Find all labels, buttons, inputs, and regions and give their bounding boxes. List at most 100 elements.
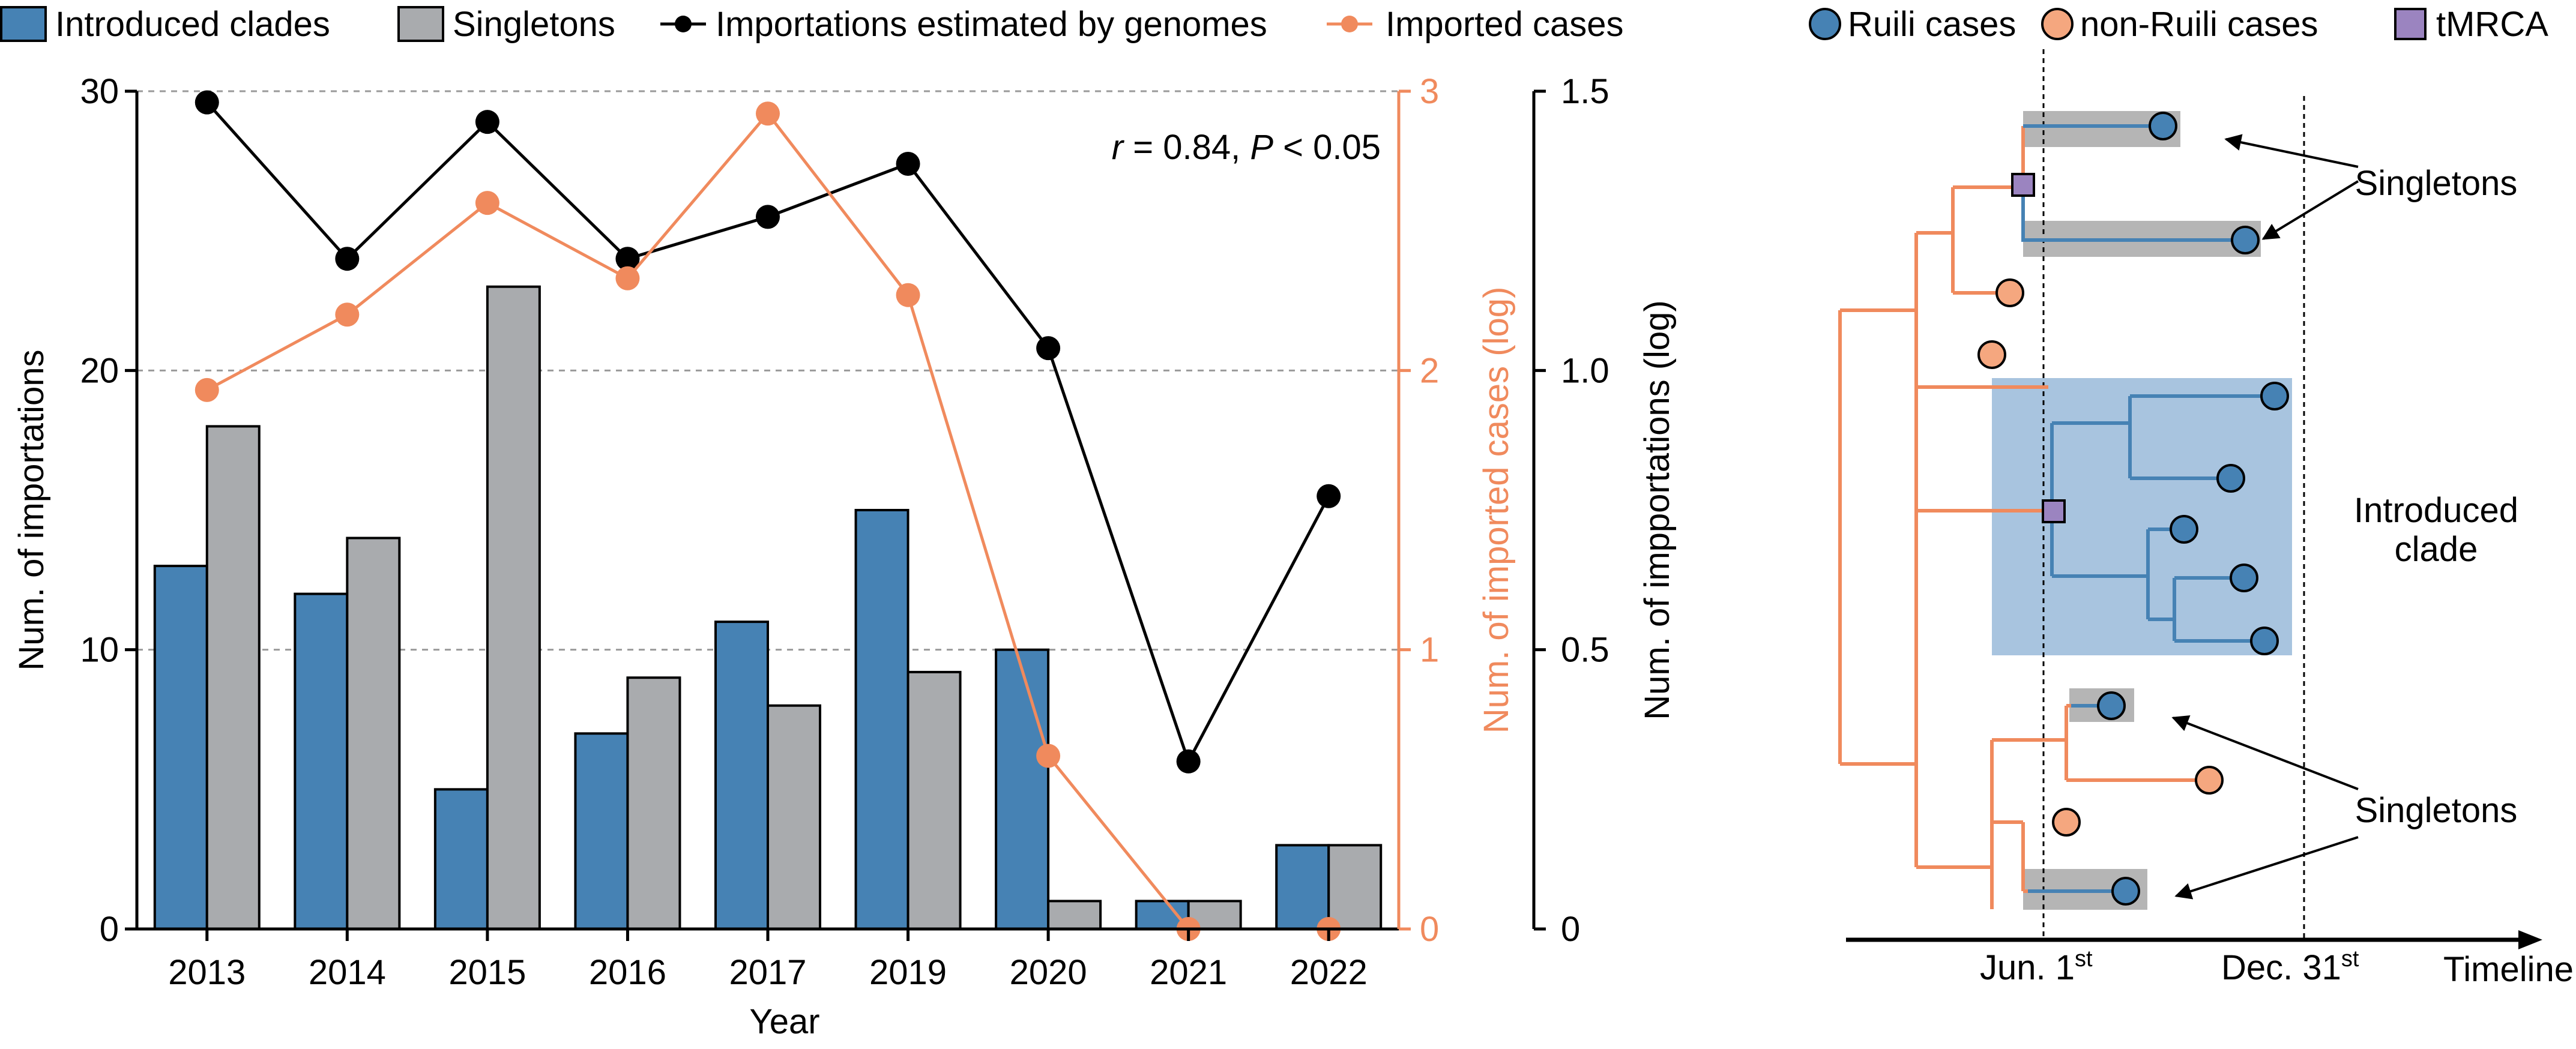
dec-31-main: Dec. 31 [2221, 948, 2341, 987]
left-tick-label: 20 [80, 351, 119, 390]
x-tick-label-2019: 2019 [869, 953, 947, 992]
jun-1-sup: st [2075, 946, 2093, 972]
annotation-part: r [1112, 128, 1125, 167]
right1-tick-label: 3 [1420, 72, 1439, 111]
tmrca-square [2042, 499, 2066, 523]
x-tick-label-2021: 2021 [1150, 953, 1227, 992]
timeline-arrowhead [2518, 930, 2542, 949]
ruili-case-tip [2149, 112, 2177, 140]
introduced-clade-label-line2: clade [2395, 530, 2478, 569]
right2-tick-label: 0 [1561, 910, 1580, 949]
correlation-annotation: r = 0.84, P < 0.05 [1112, 128, 1381, 167]
singletons-bar-2020 [1047, 900, 1102, 931]
imported-cases-point-2014 [335, 302, 360, 327]
chart-legend: Introduced clades Singletons Importations … [0, 5, 1624, 44]
importations-estimated-point-2014 [335, 247, 360, 271]
legend-label-tmrca: tMRCA [2436, 5, 2548, 44]
right1-tick-label: 0 [1420, 910, 1439, 949]
dec-31-sup: st [2341, 946, 2359, 972]
singletons-bar-2019 [906, 670, 962, 930]
ruili-case-tip [2216, 464, 2245, 493]
importations-estimated-point-2019 [896, 151, 920, 176]
diagram-legend: Ruili cases non-Ruili cases tMRCA [1809, 5, 2548, 44]
annotation-arrow [2174, 836, 2359, 900]
left-tick-label: 0 [100, 910, 119, 949]
imported-cases-point-2015 [475, 191, 499, 215]
right2-tick-label: 0.5 [1561, 631, 1609, 670]
singletons-bar-2013 [205, 425, 261, 930]
dec-31-label: Dec. 31st [2221, 946, 2359, 987]
singletons-bar-2016 [626, 676, 681, 930]
right2-axis-label: Num. of impportations (log) [1638, 300, 1677, 720]
right1-tick-label: 1 [1420, 631, 1439, 670]
legend-label-non-ruili: non-Ruili cases [2080, 5, 2318, 44]
ruili-case-tip [2170, 515, 2198, 544]
importations-estimated-point-2020 [1036, 336, 1061, 361]
x-tick-label-2016: 2016 [589, 953, 666, 992]
singletons-label-bottom: Singletons [2355, 791, 2518, 830]
ruili-case-tip [2260, 382, 2289, 410]
non-ruili-case-tip [2052, 808, 2081, 837]
legend-non-ruili-dot [2041, 8, 2074, 40]
x-tick-label-2022: 2022 [1290, 953, 1368, 992]
annotation-part: P [1250, 128, 1273, 167]
left-tick-label: 30 [80, 72, 119, 111]
singletons-bar-2022 [1327, 844, 1383, 931]
legend-label-imported-cases: Imported cases [1386, 5, 1624, 44]
x-tick-label-2020: 2020 [1010, 953, 1087, 992]
jun-1-label: Jun. 1st [1980, 946, 2093, 987]
annotation-arrow [2171, 715, 2359, 790]
singletons-bar-2015 [486, 285, 541, 931]
right1-tick-label: 2 [1420, 351, 1439, 390]
legend-label-ruili: Ruili cases [1848, 5, 2016, 44]
left-tick-label: 10 [80, 631, 119, 670]
imported-cases-point-2016 [615, 266, 640, 290]
legend-ruili-dot [1809, 8, 1841, 40]
legend-swatch-importations-dot [675, 16, 692, 32]
introduced-clades-bar-2019 [854, 509, 909, 930]
introduced-clades-bar-2016 [574, 732, 629, 931]
legend-swatch-introduced-clades [0, 6, 47, 42]
left-axis-label: Num. of importations [12, 349, 51, 670]
ruili-case-tip [2230, 564, 2258, 592]
imported-cases-point-2013 [195, 377, 219, 402]
legend-label-importations: Importations estimated by genomes [716, 5, 1267, 44]
right2-tick-label: 1.0 [1561, 351, 1609, 390]
annotation-part: < 0.05 [1273, 128, 1381, 167]
introduced-clades-bar-2014 [294, 592, 349, 930]
jun-1-main: Jun. 1 [1980, 948, 2075, 987]
tree-non-ruili-branches [1838, 126, 2209, 909]
ruili-case-tip [2231, 226, 2260, 254]
ruili-case-tip [2250, 627, 2279, 655]
introduced-clades-bar-2022 [1275, 844, 1330, 931]
x-tick-label-2015: 2015 [448, 953, 526, 992]
introduced-clade-box [1992, 378, 2292, 655]
introduced-clades-bar-2020 [995, 648, 1050, 930]
importations-estimated-point-2017 [756, 205, 780, 229]
legend-label-singletons: Singletons [453, 5, 615, 44]
importations-estimated-point-2021 [1176, 749, 1201, 774]
ruili-case-tip [2097, 691, 2126, 720]
annotation-part: = 0.84, [1123, 128, 1250, 167]
right1-axis-label: Num. of imported cases (log) [1477, 287, 1516, 734]
singletons-bar-2014 [346, 537, 401, 930]
non-ruili-case-tip [2195, 766, 2224, 795]
x-axis-label: Year [749, 1002, 819, 1041]
x-tick-label-2017: 2017 [729, 953, 806, 992]
annotation-arrow [2261, 180, 2359, 240]
non-ruili-case-tip [1995, 278, 2024, 307]
annotation-arrow [2224, 134, 2359, 168]
importations-estimated-point-2016 [615, 247, 640, 271]
legend-swatch-imported-dot [1341, 16, 1358, 32]
importations-estimated-point-2015 [475, 110, 499, 134]
x-tick-label-2013: 2013 [168, 953, 246, 992]
ruili-case-tip [2111, 877, 2140, 906]
tmrca-square [2011, 173, 2035, 197]
imported-cases-point-2019 [896, 283, 920, 307]
importations-estimated-point-2013 [195, 90, 219, 115]
legend-label-introduced-clades: Introduced clades [55, 5, 330, 44]
imported-cases-point-2020 [1036, 744, 1061, 768]
legend-tmrca-square [2394, 8, 2427, 40]
